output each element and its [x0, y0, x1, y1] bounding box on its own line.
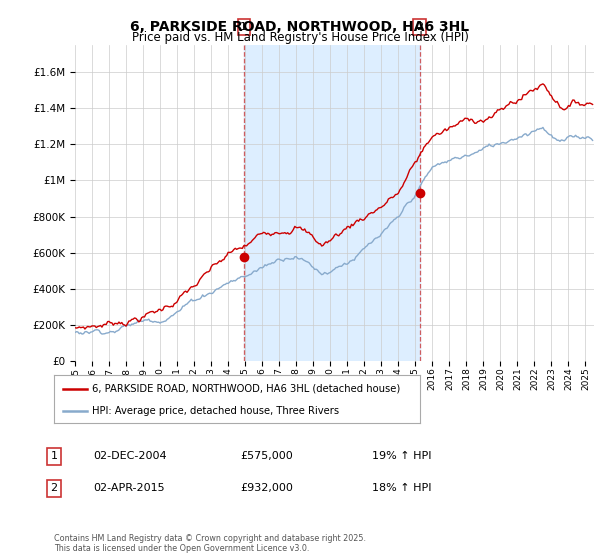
Text: Price paid vs. HM Land Registry's House Price Index (HPI): Price paid vs. HM Land Registry's House …	[131, 31, 469, 44]
Text: 18% ↑ HPI: 18% ↑ HPI	[372, 483, 431, 493]
Text: 1: 1	[241, 22, 247, 32]
Text: £932,000: £932,000	[240, 483, 293, 493]
Text: £575,000: £575,000	[240, 451, 293, 461]
Text: 2: 2	[50, 483, 58, 493]
Text: Contains HM Land Registry data © Crown copyright and database right 2025.
This d: Contains HM Land Registry data © Crown c…	[54, 534, 366, 553]
Text: 02-DEC-2004: 02-DEC-2004	[93, 451, 167, 461]
Text: 19% ↑ HPI: 19% ↑ HPI	[372, 451, 431, 461]
Text: 1: 1	[50, 451, 58, 461]
Text: 6, PARKSIDE ROAD, NORTHWOOD, HA6 3HL: 6, PARKSIDE ROAD, NORTHWOOD, HA6 3HL	[130, 20, 470, 34]
Text: HPI: Average price, detached house, Three Rivers: HPI: Average price, detached house, Thre…	[92, 406, 340, 416]
Text: 6, PARKSIDE ROAD, NORTHWOOD, HA6 3HL (detached house): 6, PARKSIDE ROAD, NORTHWOOD, HA6 3HL (de…	[92, 384, 401, 394]
Text: 02-APR-2015: 02-APR-2015	[93, 483, 164, 493]
Bar	[244, 45, 419, 361]
Text: 2: 2	[416, 22, 423, 32]
